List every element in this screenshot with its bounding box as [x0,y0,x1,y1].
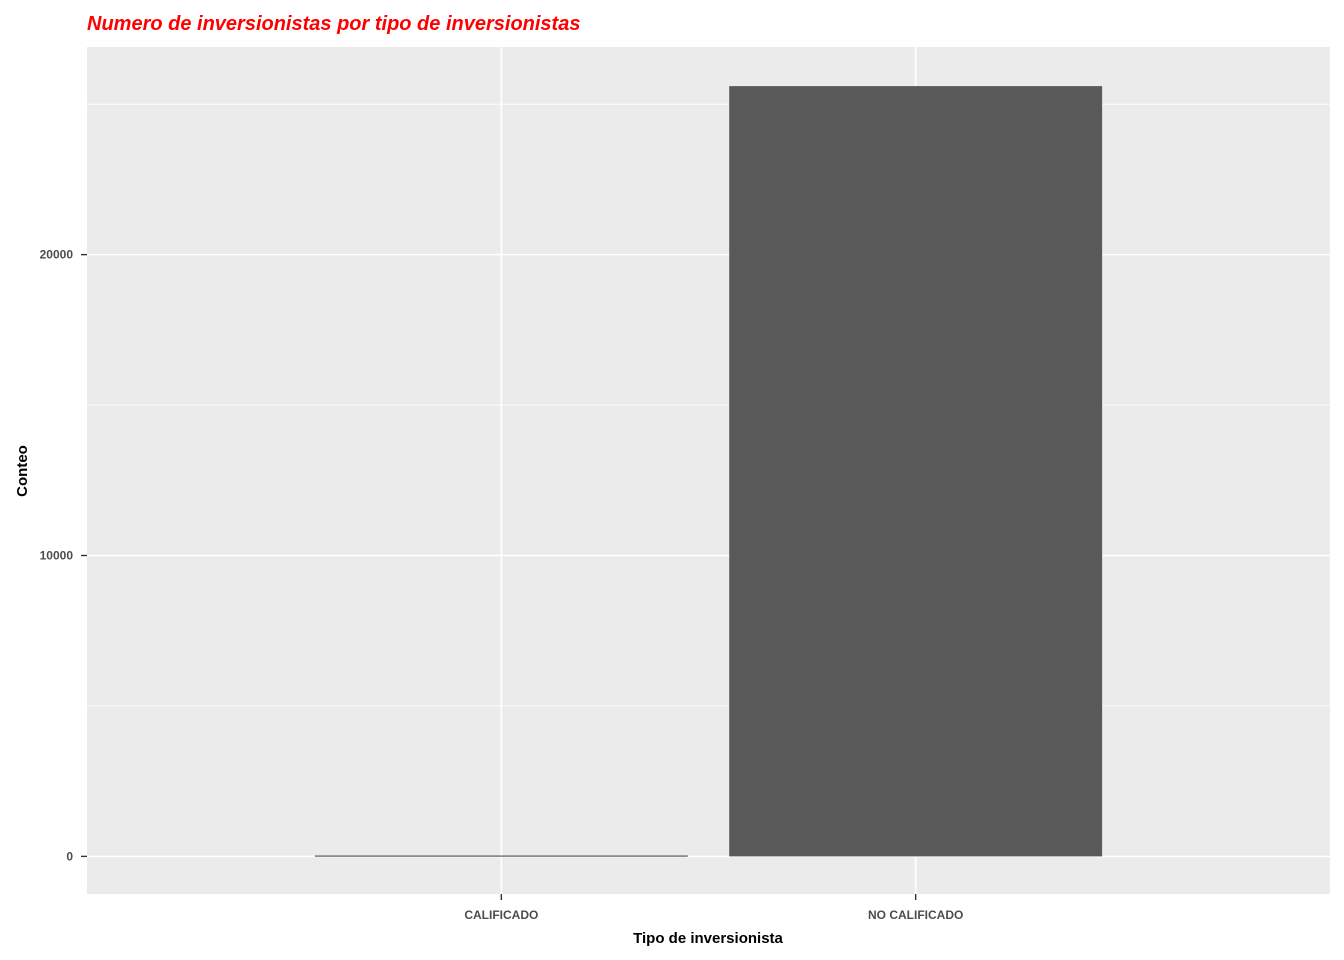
plot-panel [87,47,1330,894]
y-tick-label: 0 [66,849,73,863]
y-tick-label: 20000 [40,248,74,262]
bars [314,86,1103,857]
bar [729,86,1103,857]
y-axis: 0 10000 20000 [40,248,87,863]
chart-title: Numero de inversionistas por tipo de inv… [87,13,580,35]
y-tick-label: 10000 [40,549,74,563]
x-axis: CALIFICADO NO CALIFICADO [464,894,963,922]
x-axis-title: Tipo de inversionista [633,930,783,947]
x-tick-label: CALIFICADO [464,908,538,922]
grid-minor [87,103,1330,707]
grid-major [87,47,1330,894]
x-tick-label: NO CALIFICADO [868,908,963,922]
y-axis-title: Conteo [14,445,31,497]
bar [314,855,688,857]
